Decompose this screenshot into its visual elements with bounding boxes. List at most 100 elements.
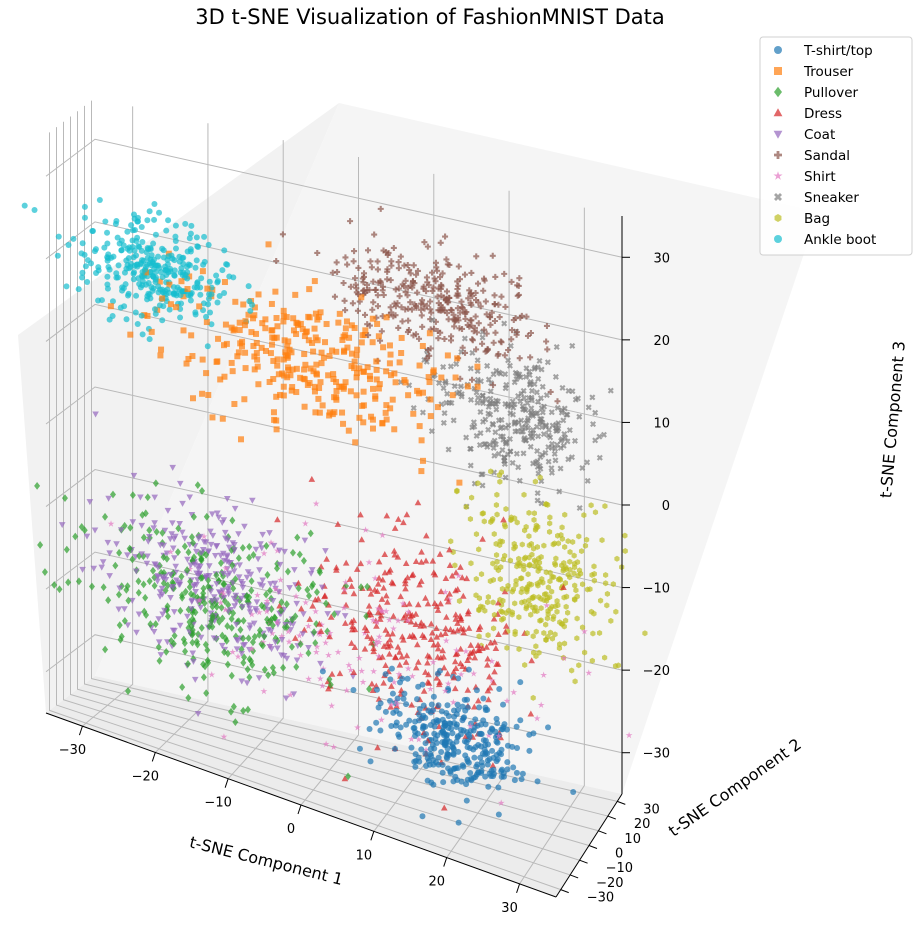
data-point (222, 564, 230, 572)
data-point (430, 693, 437, 700)
data-point (397, 679, 404, 686)
y-gridline (56, 127, 571, 876)
data-point (475, 742, 482, 749)
data-point (552, 457, 559, 464)
data-point (502, 303, 509, 310)
data-point (490, 599, 496, 606)
data-point (436, 678, 443, 685)
data-point (574, 635, 580, 642)
data-point (316, 620, 323, 627)
data-point (75, 286, 82, 293)
data-point (299, 326, 306, 333)
data-point (373, 618, 381, 626)
data-point (548, 465, 555, 472)
data-point (561, 594, 567, 601)
data-point (199, 487, 206, 495)
data-point (239, 543, 246, 552)
data-point (503, 697, 511, 704)
data-point (184, 556, 191, 563)
data-point (560, 584, 567, 591)
data-point (476, 606, 482, 613)
data-point (181, 542, 188, 551)
data-point (457, 309, 464, 316)
data-point (244, 705, 251, 714)
data-point (169, 545, 177, 552)
data-point (445, 752, 452, 759)
data-point (479, 645, 486, 652)
data-point (310, 348, 317, 355)
data-point (381, 550, 389, 557)
data-point (151, 561, 159, 568)
data-point (198, 624, 205, 632)
data-point (420, 712, 427, 719)
data-point (132, 568, 140, 575)
data-point (190, 512, 197, 521)
data-point (342, 325, 349, 332)
data-point (422, 740, 429, 747)
data-point (479, 340, 486, 347)
data-point (513, 769, 520, 776)
data-point (146, 336, 153, 343)
data-point (582, 542, 589, 549)
legend: T-shirt/topTrouserPulloverDressCoatSanda… (759, 36, 913, 256)
data-point (452, 664, 460, 671)
data-point (404, 675, 411, 682)
data-point (414, 641, 421, 648)
data-point (412, 610, 420, 617)
data-point (342, 619, 349, 626)
data-point (556, 488, 563, 495)
data-point (117, 527, 125, 534)
data-point (394, 300, 401, 307)
data-point (445, 299, 452, 306)
data-point (189, 650, 197, 657)
data-point (129, 491, 136, 499)
data-point (560, 442, 567, 449)
data-point (448, 399, 455, 406)
data-point (348, 639, 355, 646)
left-pane (18, 103, 339, 713)
data-point (229, 540, 237, 547)
data-point (481, 275, 488, 282)
data-point (487, 411, 494, 418)
data-point (201, 233, 208, 240)
data-point (223, 496, 231, 503)
data-point (412, 557, 420, 564)
data-point (570, 538, 576, 545)
data-point (509, 588, 515, 595)
data-point (274, 516, 281, 523)
legend-marker (774, 67, 782, 75)
data-point (497, 433, 504, 440)
data-point (498, 293, 505, 300)
data-point (439, 307, 446, 314)
data-point (322, 339, 329, 346)
data-point (529, 594, 535, 601)
data-point (588, 502, 594, 509)
data-point (613, 608, 619, 615)
data-point (572, 582, 578, 589)
data-point (452, 562, 458, 569)
data-point (597, 597, 604, 604)
data-point (127, 331, 134, 338)
data-point (366, 372, 373, 379)
data-point (314, 249, 321, 256)
data-point (263, 607, 271, 615)
data-point (341, 613, 349, 620)
data-point (287, 691, 294, 698)
data-point (341, 297, 348, 304)
data-point (615, 662, 621, 669)
data-point (451, 323, 458, 330)
data-point (428, 309, 435, 316)
data-point (475, 480, 481, 487)
data-point (370, 385, 377, 392)
data-point (306, 286, 313, 293)
data-point (104, 273, 111, 280)
data-point (150, 629, 158, 636)
data-point (144, 312, 151, 319)
data-point (494, 660, 502, 667)
data-point (402, 289, 409, 296)
data-point (552, 561, 559, 568)
data-point (372, 286, 379, 293)
data-point (484, 362, 491, 369)
data-point (509, 459, 516, 466)
data-point (184, 660, 191, 668)
